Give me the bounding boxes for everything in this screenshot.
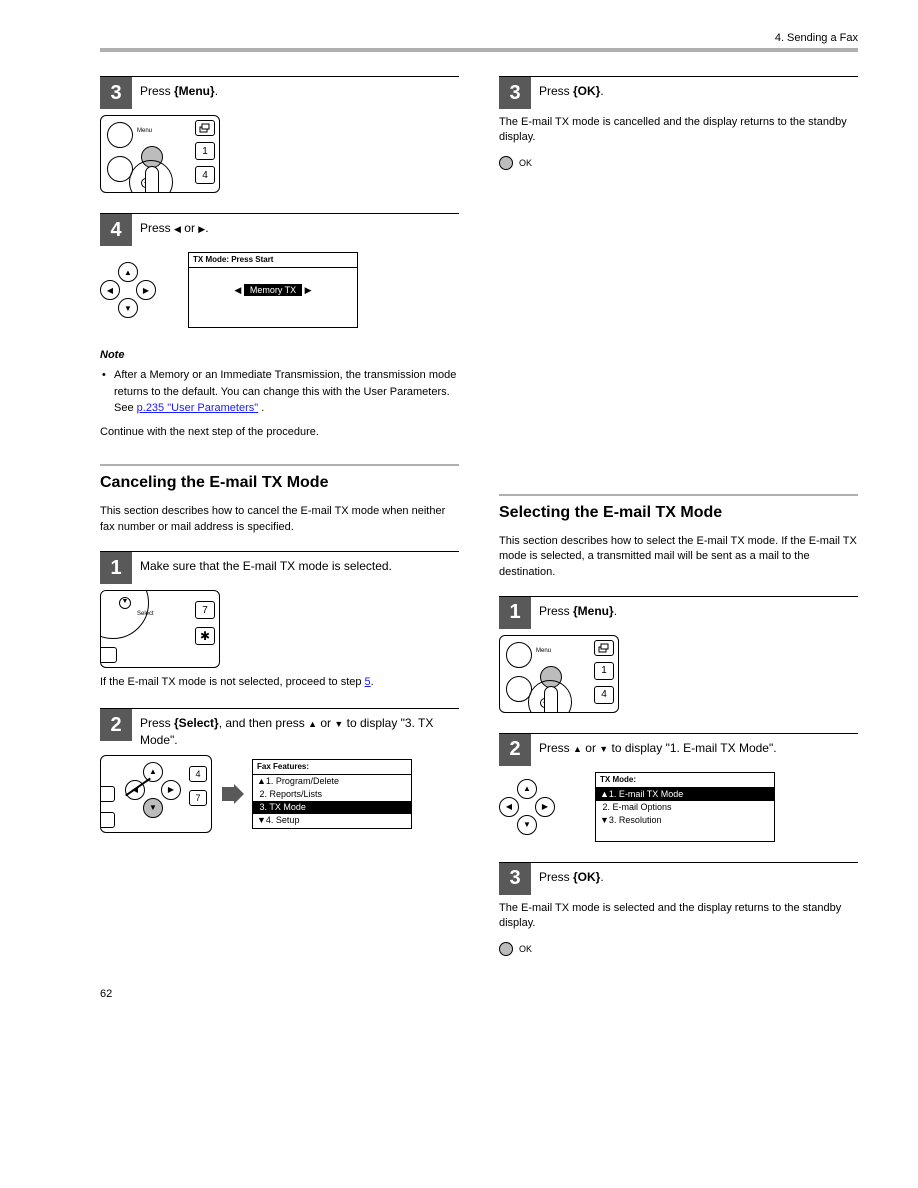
step-r-3: 3 Press {OK}. The E-mail TX mode is canc…: [499, 76, 858, 170]
step-number: 3: [499, 77, 531, 109]
section-title: Selecting the E-mail TX Mode: [499, 504, 858, 522]
step-number: 2: [100, 709, 132, 741]
ok-label: OK: [519, 944, 532, 954]
ok-key: {OK}: [573, 84, 600, 98]
menu-key-label: {Menu}: [174, 84, 215, 98]
ok-button-icon: [499, 156, 513, 170]
text: or: [181, 221, 198, 235]
t: Press: [539, 741, 573, 755]
page-ref-link[interactable]: p.235 "User Parameters": [137, 402, 259, 414]
lcd-display: TX Mode: ▲1. E-mail TX Mode 2. E-mail Op…: [595, 772, 775, 842]
arrow-icon: [220, 782, 244, 806]
note-block: Note After a Memory or an Immediate Tran…: [100, 348, 459, 440]
section-intro: This section describes how to select the…: [499, 534, 858, 580]
step-3: 3 Press {Menu}. Menu 1 4: [100, 76, 459, 193]
header-rule: [100, 48, 858, 52]
display-title: TX Mode: Press Start: [189, 253, 357, 268]
step-number: 4: [100, 214, 132, 246]
sub-text: The E-mail TX mode is selected and the d…: [499, 901, 858, 932]
nav-pad-illustration: ▲ ▼ ◀ ▶: [499, 779, 555, 835]
right-column: 3 Press {OK}. The E-mail TX mode is canc…: [499, 76, 858, 976]
t: Press: [140, 716, 174, 730]
step-r-2: 2 Press or to display "1. E-mail TX Mode…: [499, 733, 858, 842]
t: .: [600, 870, 603, 884]
step-r-1: 1 Press {Menu}. Menu 1 4: [499, 596, 858, 713]
t: .: [614, 604, 617, 618]
menu-key: {Menu}: [573, 604, 614, 618]
ok-button-icon: [499, 942, 513, 956]
display-hl: Memory TX: [244, 284, 302, 296]
section-rule: [499, 494, 858, 496]
step-r-3b: 3 Press {OK}. The E-mail TX mode is sele…: [499, 862, 858, 956]
section-intro: This section describes how to cancel the…: [100, 504, 459, 535]
note-label: Note: [100, 349, 124, 361]
step-number: 3: [499, 863, 531, 895]
section-rule: [100, 464, 459, 466]
text: Press: [140, 221, 174, 235]
step-ref-link[interactable]: 5: [365, 676, 371, 688]
control-panel-illustration: Menu 1 4 ▲: [499, 635, 619, 713]
t: Press: [539, 604, 573, 618]
section-title: Canceling the E-mail TX Mode: [100, 474, 459, 492]
continue-text: Continue with the next step of the proce…: [100, 425, 459, 440]
step-text: Make sure that the E-mail TX mode is sel…: [132, 552, 459, 575]
step-number: 3: [100, 77, 132, 109]
left-arrow-icon: [174, 221, 181, 235]
sub-text: The E-mail TX mode is cancelled and the …: [499, 115, 858, 146]
header-right: 4. Sending a Fax: [775, 32, 858, 44]
display-title: Fax Features:: [253, 760, 411, 775]
t: , and then press: [219, 716, 308, 730]
lcd-display: Fax Features: ▲1. Program/Delete 2. Repo…: [252, 759, 412, 829]
note-item: After a Memory or an Immediate Transmiss…: [100, 367, 459, 417]
t: Press: [539, 870, 573, 884]
nav-pad-illustration: ▲ ▼ ◀ ▶: [100, 262, 156, 318]
sub-note: If the E-mail TX mode is not selected, p…: [100, 676, 459, 688]
t: Press: [539, 84, 573, 98]
step-number: 1: [499, 597, 531, 629]
nav-panel-illustration: ▲ ▼ ◀ ▶ 4 7: [100, 755, 212, 833]
t: .: [600, 84, 603, 98]
lcd-display: TX Mode: Press Start ◀ Memory TX ▶: [188, 252, 358, 328]
page-number: 62: [100, 988, 112, 1000]
control-panel-illustration: Menu 1 4 ▲: [100, 115, 220, 193]
step-number: 2: [499, 734, 531, 766]
step-4: 4 Press or . ▲ ▼ ◀ ▶: [100, 213, 459, 328]
down-arrow-icon: [334, 716, 343, 730]
step-number: 1: [100, 552, 132, 584]
step-s2-2: 2 Press {Select}, and then press or to d…: [100, 708, 459, 833]
left-column: 3 Press {Menu}. Menu 1 4: [100, 76, 459, 976]
display-title: TX Mode:: [596, 773, 774, 788]
select-panel-illustration: ▼ Select 7 ✱: [100, 590, 220, 668]
step-text: Press: [140, 84, 174, 98]
text: .: [205, 221, 208, 235]
t: or: [317, 716, 334, 730]
t: to display "1. E-mail TX Mode".: [608, 741, 776, 755]
step-text-tail: .: [215, 84, 218, 98]
t: or: [582, 741, 599, 755]
up-arrow-icon: [573, 741, 582, 755]
select-key: {Select}: [174, 716, 219, 730]
step-s2-1: 1 Make sure that the E-mail TX mode is s…: [100, 551, 459, 688]
up-arrow-icon: [308, 716, 317, 730]
ok-label: OK: [519, 158, 532, 168]
ok-key: {OK}: [573, 870, 600, 884]
down-arrow-icon: [599, 741, 608, 755]
